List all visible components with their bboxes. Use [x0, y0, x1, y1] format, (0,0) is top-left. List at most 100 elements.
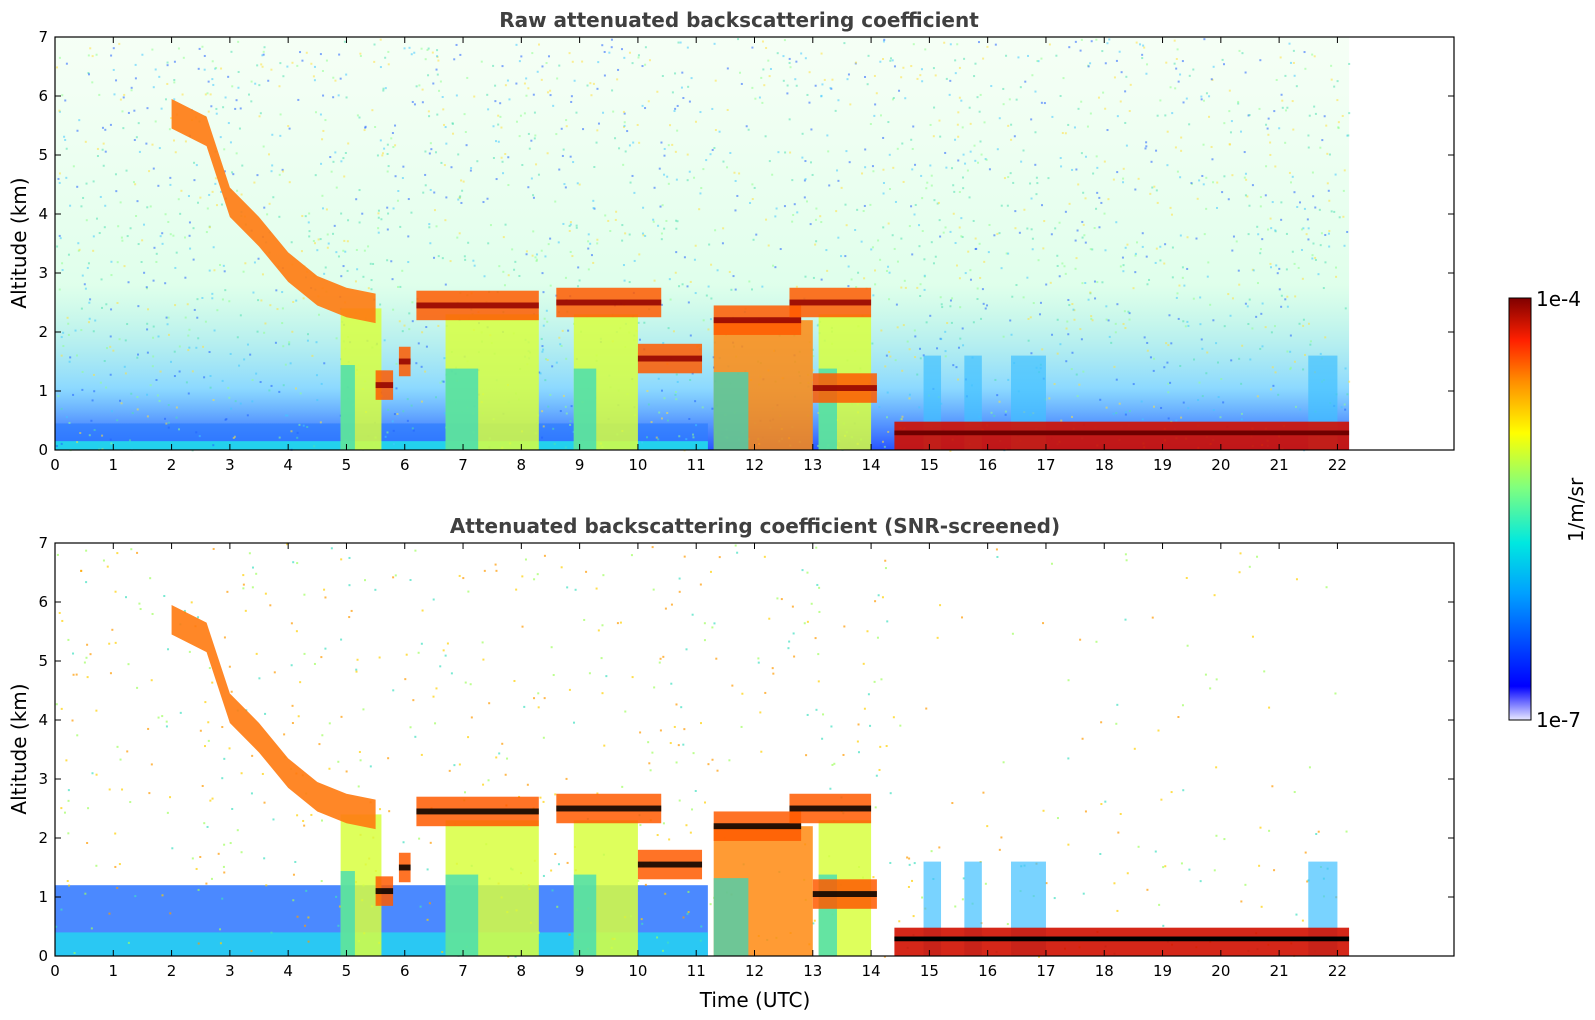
x-tick-label: 1 [109, 456, 119, 474]
y-tick-label: 1 [38, 888, 48, 906]
virga-streak [340, 871, 355, 956]
x-tick-label: 8 [517, 456, 527, 474]
cloud-base-line [375, 888, 394, 895]
x-tick-label: 22 [1328, 456, 1347, 474]
x-tick-label: 14 [862, 456, 881, 474]
x-tick-label: 0 [50, 456, 60, 474]
y-tick-label: 5 [38, 652, 48, 670]
cloud-base-line [375, 382, 394, 389]
x-tick-label: 7 [458, 962, 468, 980]
cloud-base-line [789, 299, 872, 306]
virga-streak [713, 878, 749, 956]
raw-y-ticks: 0 1 2 3 4 5 6 7 [38, 28, 1454, 459]
x-tick-label: 15 [920, 456, 939, 474]
x-tick-label: 20 [1211, 962, 1230, 980]
low-cloud-layer [894, 927, 1350, 956]
low-cloud-layer [894, 421, 1350, 450]
raw-x-ticks: 0 1 2 3 4 5 6 7 8 9 10 11 12 13 14 15 16 17 18 19 20 21 22 [50, 37, 1347, 474]
x-tick-label: 9 [575, 456, 585, 474]
cloud-base-line [398, 864, 411, 871]
x-tick-label: 19 [1153, 456, 1172, 474]
x-tick-label: 10 [628, 962, 647, 980]
x-tick-label: 13 [803, 962, 822, 980]
colorbar-max-label: 1e-4 [1536, 287, 1581, 311]
x-tick-label: 14 [862, 962, 881, 980]
y-tick-label: 4 [38, 711, 48, 729]
colorbar: 1e-4 1e-7 1/m/sr [1508, 287, 1588, 732]
x-tick-label: 2 [167, 962, 177, 980]
cloud-base-line [556, 299, 662, 306]
colorbar-unit-label: 1/m/sr [1564, 477, 1588, 542]
y-tick-label: 1 [38, 382, 48, 400]
x-tick-label: 7 [458, 456, 468, 474]
x-tick-label: 3 [225, 962, 235, 980]
cloud-base-line [637, 861, 703, 868]
x-tick-label: 17 [1036, 962, 1055, 980]
colorbar-scale [1508, 297, 1532, 721]
y-tick-label: 7 [38, 28, 48, 46]
x-tick-label: 8 [517, 962, 527, 980]
y-tick-label: 5 [38, 146, 48, 164]
x-tick-label: 12 [745, 456, 764, 474]
y-tick-label: 0 [38, 947, 48, 965]
y-tick-label: 4 [38, 205, 48, 223]
y-tick-label: 6 [38, 593, 48, 611]
screened-backscatter-panel: Attenuated backscattering coefficient (S… [7, 514, 1455, 1012]
x-tick-label: 18 [1095, 962, 1114, 980]
raw-plot-data [55, 37, 1351, 452]
screened-panel-title: Attenuated backscattering coefficient (S… [450, 514, 1060, 538]
x-tick-label: 3 [225, 456, 235, 474]
x-tick-label: 17 [1036, 456, 1055, 474]
cloud-base-line [713, 823, 802, 830]
raw-panel-title: Raw attenuated backscattering coefficien… [499, 8, 979, 32]
low-cloud-base [894, 430, 1350, 436]
x-tick-label: 21 [1270, 962, 1289, 980]
y-tick-label: 3 [38, 770, 48, 788]
cloud-base-line [398, 358, 411, 365]
y-tick-label: 2 [38, 829, 48, 847]
cloud-base-line [556, 805, 662, 812]
cloud-base-line [416, 302, 539, 309]
descending-cloud-layer [171, 98, 376, 324]
y-tick-label: 0 [38, 441, 48, 459]
cloud-base-line [713, 317, 802, 324]
virga-streak [713, 372, 749, 450]
y-tick-label: 2 [38, 323, 48, 341]
x-tick-label: 16 [978, 456, 997, 474]
x-tick-label: 10 [628, 456, 647, 474]
y-tick-label: 7 [38, 534, 48, 552]
y-tick-label: 6 [38, 87, 48, 105]
x-tick-label: 15 [920, 962, 939, 980]
x-tick-label: 6 [400, 962, 410, 980]
x-tick-label: 6 [400, 456, 410, 474]
x-tick-label: 4 [283, 456, 293, 474]
x-tick-label: 19 [1153, 962, 1172, 980]
x-tick-label: 22 [1328, 962, 1347, 980]
descending-cloud-layer [171, 604, 376, 830]
x-tick-label: 0 [50, 962, 60, 980]
low-cloud-base [894, 936, 1350, 942]
x-tick-label: 4 [283, 962, 293, 980]
x-tick-label: 13 [803, 456, 822, 474]
virga-streak [573, 368, 597, 450]
cloud-base-line [637, 355, 703, 362]
x-tick-label: 9 [575, 962, 585, 980]
x-tick-label: 12 [745, 962, 764, 980]
virga-streak [445, 368, 479, 450]
raw-backscatter-panel: Raw attenuated backscattering coefficien… [7, 8, 1455, 474]
cloud-base-line [789, 805, 872, 812]
screened-y-ticks: 0 1 2 3 4 5 6 7 [38, 534, 1454, 965]
noise-field [55, 37, 1350, 450]
screened-x-ticks: 0 1 2 3 4 5 6 7 8 9 10 11 12 13 14 15 16 17 18 19 20 21 22 [50, 543, 1347, 980]
x-tick-label: 18 [1095, 456, 1114, 474]
x-tick-label: 20 [1211, 456, 1230, 474]
x-tick-label: 1 [109, 962, 119, 980]
x-tick-label: 2 [167, 456, 177, 474]
virga-streak [445, 874, 479, 956]
virga-streak [340, 365, 355, 450]
x-tick-label: 11 [687, 962, 706, 980]
x-tick-label: 5 [342, 456, 352, 474]
colorbar-min-label: 1e-7 [1536, 708, 1581, 732]
x-tick-label: 11 [687, 456, 706, 474]
